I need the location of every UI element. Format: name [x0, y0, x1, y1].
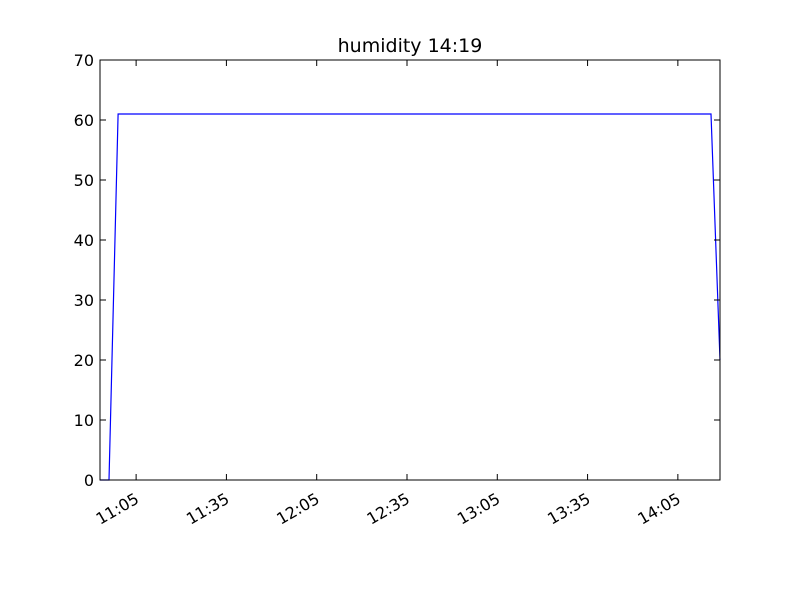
x-tick-label: 13:35	[544, 489, 593, 529]
y-tick-label: 10	[74, 411, 94, 430]
chart-title: humidity 14:19	[338, 35, 483, 57]
x-tick-label: 11:35	[183, 489, 232, 529]
y-tick-label: 60	[74, 111, 94, 130]
plot-area	[100, 113, 721, 481]
y-tick-label: 30	[74, 291, 94, 310]
y-axis: 0 10 20 30 40 50 60 70	[74, 51, 720, 490]
y-tick-label: 20	[74, 351, 94, 370]
x-tick-label: 12:05	[273, 489, 322, 529]
y-tick-label: 40	[74, 231, 94, 250]
x-axis: 11:05 11:35 12:05 12:35 13:05 13:35 14:05	[93, 60, 684, 529]
x-tick-label: 14:05	[634, 489, 683, 529]
axes-frame	[99, 59, 721, 481]
x-tick-label: 11:05	[93, 489, 142, 529]
x-tick-label: 13:05	[454, 489, 503, 529]
y-tick-label: 70	[74, 51, 94, 70]
humidity-series-line	[100, 113, 721, 481]
x-tick-label: 12:35	[364, 489, 413, 529]
y-tick-label: 50	[74, 171, 94, 190]
y-tick-label: 0	[84, 471, 94, 490]
